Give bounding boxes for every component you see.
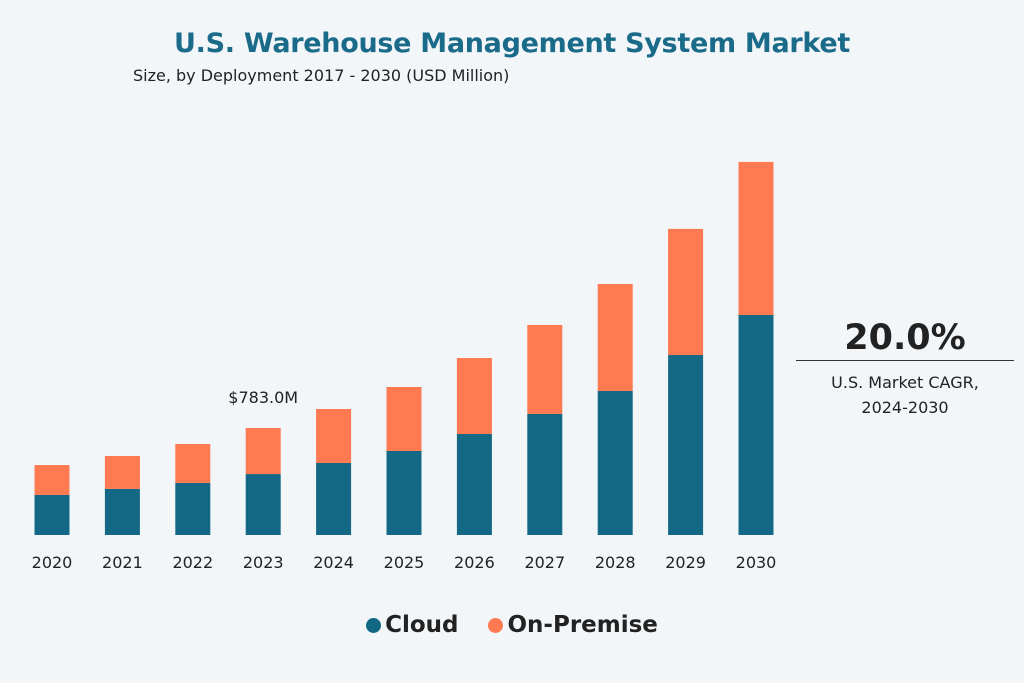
bar-on-premise-2026 — [456, 358, 492, 435]
data-label: $783.0M — [228, 388, 298, 407]
bar-cloud-2027 — [527, 413, 563, 535]
bar-on-premise-2020 — [34, 465, 70, 495]
on-premise-dot-icon — [488, 617, 504, 633]
bar-cloud-2021 — [104, 488, 140, 535]
cloud-dot-icon — [366, 617, 382, 633]
bar-cloud-2025 — [386, 450, 422, 535]
bar-on-premise-2029 — [668, 228, 704, 356]
bar-cloud-2028 — [597, 390, 633, 535]
bar-on-premise-2027 — [527, 324, 563, 414]
cagr-divider — [796, 360, 1014, 361]
chart-title: U.S. Warehouse Management System Market — [174, 28, 850, 59]
bar-cloud-2023 — [245, 474, 281, 535]
bar-on-premise-2024 — [316, 409, 352, 463]
x-tick-label: 2022 — [172, 553, 213, 572]
x-tick-label: 2029 — [665, 553, 706, 572]
legend: Cloud On-Premise — [0, 612, 1024, 638]
bar-on-premise-2028 — [597, 283, 633, 391]
bar-on-premise-2025 — [386, 387, 422, 451]
x-tick-label: 2027 — [524, 553, 565, 572]
x-tick-label: 2023 — [243, 553, 284, 572]
x-tick-label: 2030 — [736, 553, 777, 572]
legend-label-on-premise: On-Premise — [507, 612, 658, 638]
bar-on-premise-2021 — [104, 456, 140, 489]
bar-cloud-2026 — [456, 434, 492, 535]
bar-on-premise-2022 — [175, 443, 211, 483]
bar-cloud-2020 — [34, 494, 70, 535]
bar-on-premise-2030 — [738, 161, 774, 315]
cagr-label: U.S. Market CAGR, 2024-2030 — [796, 370, 1014, 420]
bar-cloud-2030 — [738, 314, 774, 535]
legend-item-cloud: Cloud — [366, 612, 458, 638]
cagr-label-line2: 2024-2030 — [861, 398, 949, 417]
cagr-label-line1: U.S. Market CAGR, — [831, 373, 979, 392]
x-tick-label: 2026 — [454, 553, 495, 572]
bar-cloud-2029 — [668, 355, 704, 535]
x-tick-label: 2025 — [384, 553, 425, 572]
x-tick-label: 2020 — [32, 553, 73, 572]
bar-on-premise-2023 — [245, 428, 281, 475]
legend-item-on-premise: On-Premise — [488, 612, 658, 638]
x-tick-label: 2021 — [102, 553, 143, 572]
legend-label-cloud: Cloud — [385, 612, 459, 638]
cagr-value: 20.0% — [844, 318, 966, 358]
bar-cloud-2022 — [175, 482, 211, 535]
chart-subtitle: Size, by Deployment 2017 - 2030 (USD Mil… — [133, 66, 510, 85]
x-tick-label: 2028 — [595, 553, 636, 572]
bar-cloud-2024 — [316, 462, 352, 535]
x-tick-label: 2024 — [313, 553, 354, 572]
